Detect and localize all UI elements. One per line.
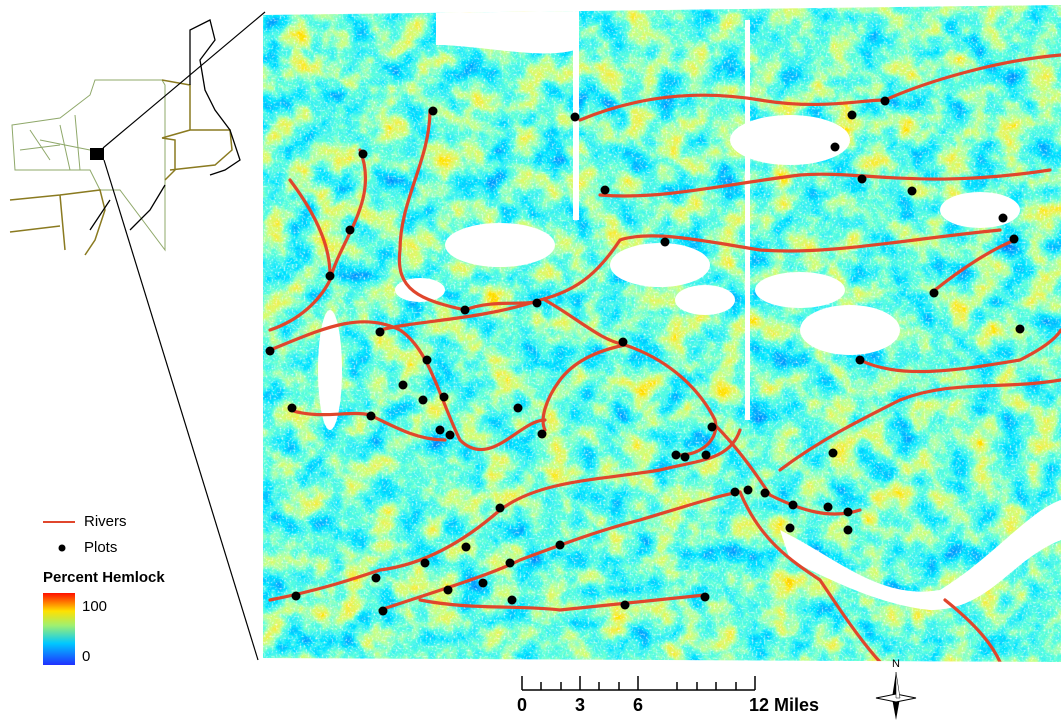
plot-point xyxy=(881,97,890,106)
plot-point xyxy=(731,488,740,497)
plot-point xyxy=(423,356,432,365)
plot-point xyxy=(556,541,565,550)
plot-point xyxy=(514,404,523,413)
plot-point xyxy=(462,543,471,552)
plot-point xyxy=(326,272,335,281)
scale-label: 3 xyxy=(575,695,585,715)
plot-point xyxy=(419,396,428,405)
plot-point xyxy=(858,175,867,184)
plot-point xyxy=(844,526,853,535)
plot-point xyxy=(367,412,376,421)
plot-point xyxy=(359,150,368,159)
plot-point xyxy=(538,430,547,439)
plot-point xyxy=(999,214,1008,223)
legend-title: Percent Hemlock xyxy=(43,569,165,586)
scale-bar xyxy=(522,676,755,690)
legend-label: Rivers xyxy=(84,513,127,530)
scale-label: 0 xyxy=(517,695,527,715)
hemlock-map xyxy=(263,5,1061,665)
inset-map xyxy=(10,12,265,660)
compass: N xyxy=(876,658,916,720)
plot-point xyxy=(379,607,388,616)
scale-label: 6 xyxy=(633,695,643,715)
plot-point xyxy=(829,449,838,458)
plot-point xyxy=(571,113,580,122)
plot-point xyxy=(508,596,517,605)
plot-point xyxy=(436,426,445,435)
plot-point xyxy=(1010,235,1019,244)
plot-point xyxy=(601,186,610,195)
plot-point xyxy=(908,187,917,196)
plot-point xyxy=(429,107,438,116)
plot-point xyxy=(672,451,681,460)
plot-point xyxy=(1016,325,1025,334)
plot-point xyxy=(930,289,939,298)
plot-point xyxy=(506,559,515,568)
plot-point xyxy=(372,574,381,583)
plot-point xyxy=(856,356,865,365)
plot-point xyxy=(708,423,717,432)
plots-swatch xyxy=(59,545,66,552)
plot-point xyxy=(292,592,301,601)
plot-point xyxy=(444,586,453,595)
plot-point xyxy=(761,489,770,498)
plot-point xyxy=(446,431,455,440)
plot-point xyxy=(789,501,798,510)
plot-point xyxy=(786,524,795,533)
plot-point xyxy=(744,486,753,495)
legend-label: Plots xyxy=(84,539,117,556)
color-ramp xyxy=(43,593,75,665)
plot-point xyxy=(619,338,628,347)
legend: Rivers Plots Percent Hemlock 100 0 xyxy=(43,513,165,665)
ramp-max: 100 xyxy=(82,598,107,615)
plot-point xyxy=(824,503,833,512)
plot-point xyxy=(533,299,542,308)
compass-label: N xyxy=(892,658,900,670)
plot-point xyxy=(376,328,385,337)
plot-point xyxy=(844,508,853,517)
plot-point xyxy=(421,559,430,568)
plot-point xyxy=(661,238,670,247)
plot-point xyxy=(681,453,690,462)
plot-point xyxy=(701,593,710,602)
plot-point xyxy=(702,451,711,460)
plot-point xyxy=(399,381,408,390)
plot-point xyxy=(621,601,630,610)
ramp-min: 0 xyxy=(82,648,90,665)
plot-point xyxy=(346,226,355,235)
plot-point xyxy=(831,143,840,152)
map-figure: Rivers Plots Percent Hemlock 100 0 0 3 6… xyxy=(0,0,1061,723)
plot-point xyxy=(848,111,857,120)
plot-point xyxy=(266,347,275,356)
plot-point xyxy=(440,393,449,402)
plot-point xyxy=(288,404,297,413)
plot-point xyxy=(496,504,505,513)
plot-point xyxy=(479,579,488,588)
scale-label: 12 Miles xyxy=(749,695,819,715)
plot-point xyxy=(461,306,470,315)
